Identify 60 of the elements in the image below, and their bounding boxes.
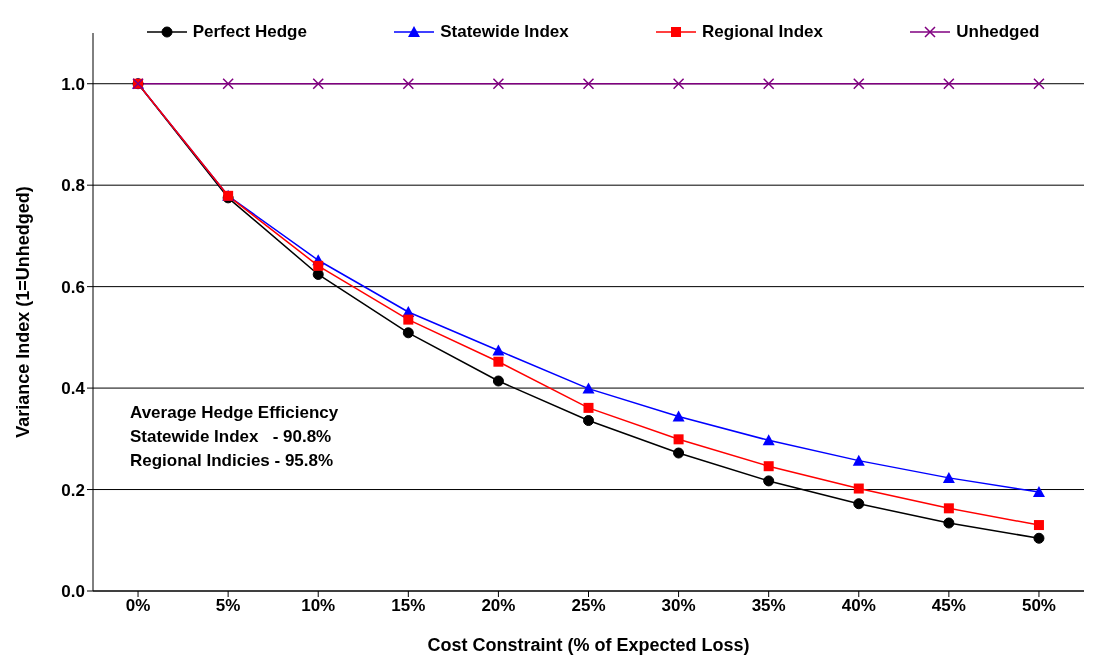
y-tick-label: 0.8 — [61, 176, 85, 196]
point — [942, 471, 955, 483]
x-tick-label: 10% — [301, 596, 336, 616]
legend-label: Perfect Hedge — [192, 22, 307, 42]
y-axis-title: Variance Index (1=Unhedged) — [13, 186, 34, 438]
point — [312, 77, 324, 90]
legend-label: Unhedged — [956, 22, 1040, 42]
point — [222, 77, 234, 90]
x-tick-label: 5% — [215, 596, 241, 616]
point — [672, 77, 685, 90]
x-tick-label: 20% — [481, 596, 516, 616]
point — [943, 517, 955, 529]
y-tick-label: 1.0 — [61, 74, 85, 94]
x-tick-label: 0% — [125, 596, 151, 616]
point — [402, 77, 415, 90]
x-tick-label: 35% — [751, 596, 786, 616]
annotation: Statewide Index - 90.8% — [130, 426, 333, 448]
point — [943, 77, 955, 90]
point — [763, 461, 774, 472]
point — [313, 260, 324, 271]
point — [672, 410, 685, 422]
point — [1032, 486, 1045, 498]
y-tick-label: 0.6 — [61, 277, 85, 297]
point — [582, 77, 595, 90]
x-tick-label: 50% — [1021, 596, 1056, 616]
point — [492, 77, 505, 90]
point — [943, 503, 954, 514]
annotation: Average Hedge Efficiency — [130, 402, 339, 424]
x-tick-label: 30% — [661, 596, 696, 616]
point — [853, 483, 864, 494]
point — [763, 475, 775, 487]
legend-label: Regional Index — [702, 22, 823, 42]
point — [853, 77, 865, 90]
point — [762, 77, 775, 90]
point — [673, 434, 684, 445]
point — [673, 447, 685, 459]
x-tick-label: 40% — [841, 596, 876, 616]
x-tick-label: 15% — [391, 596, 426, 616]
point — [1033, 77, 1045, 90]
point — [583, 402, 594, 413]
point — [403, 314, 414, 325]
point — [582, 382, 595, 394]
annotation: Regional Indicies - 95.8% — [130, 450, 335, 472]
point — [1033, 520, 1044, 531]
x-tick-label: 45% — [931, 596, 966, 616]
point — [852, 454, 865, 466]
point — [402, 327, 414, 339]
point — [492, 344, 505, 356]
x-axis-title: Cost Constraint (% of Expected Loss) — [427, 635, 750, 655]
point — [492, 375, 504, 387]
point — [493, 356, 504, 367]
y-tick-label: 0.4 — [61, 379, 86, 399]
point — [853, 498, 865, 510]
legend-label: Statewide Index — [440, 22, 569, 42]
y-tick-label: 0.0 — [61, 582, 85, 602]
x-tick-label: 25% — [571, 596, 606, 616]
y-tick-label: 0.2 — [61, 480, 85, 500]
point — [762, 434, 775, 446]
point — [1033, 532, 1045, 544]
point — [583, 415, 594, 427]
